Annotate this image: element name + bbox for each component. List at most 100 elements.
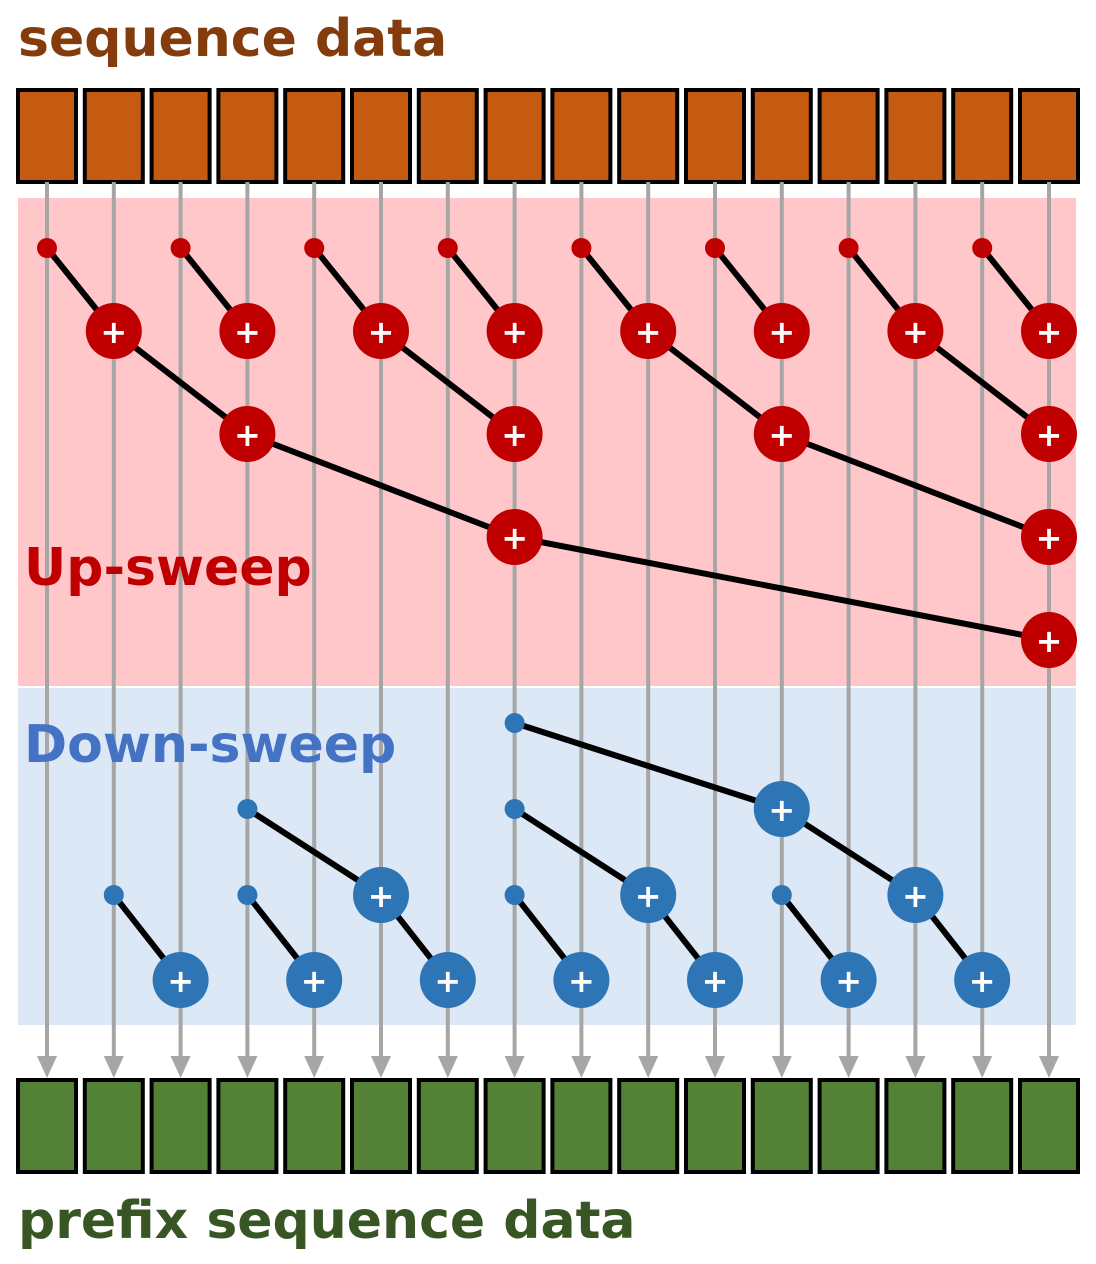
lane-arrowhead (838, 1056, 859, 1078)
lane-arrowhead (437, 1056, 458, 1078)
add-node-circle (1021, 303, 1077, 359)
input-cell (149, 88, 212, 184)
add-node-circle (820, 952, 877, 1008)
upsweep-add-node: + (753, 406, 810, 462)
output-cell (550, 1078, 613, 1174)
add-node-circle (887, 867, 944, 923)
add-node-circle (753, 303, 810, 359)
plus-symbol: + (368, 877, 395, 915)
lane-arrowhead (972, 1056, 993, 1078)
downsweep-source-dot (504, 885, 525, 905)
lane-arrowhead (37, 1056, 57, 1078)
lane-arrowhead (638, 1056, 659, 1078)
downsweep-add-node: + (152, 952, 209, 1008)
upsweep-source-dot (972, 238, 993, 258)
upsweep-source-dot (437, 238, 458, 258)
downsweep-add-node: + (353, 867, 409, 923)
input-cell (483, 88, 546, 184)
input-cell (684, 88, 746, 184)
lane-arrowhead (371, 1056, 391, 1078)
upsweep-source-dot (838, 238, 859, 258)
input-cell (216, 88, 279, 184)
downsweep-add-node: + (753, 781, 810, 837)
add-node-circle (219, 406, 276, 462)
operation-edge (913, 328, 1051, 437)
output-cell (82, 1078, 145, 1174)
plus-symbol: + (1036, 313, 1063, 351)
downsweep-add-node: + (887, 867, 944, 923)
add-node-circle (486, 406, 543, 462)
plus-symbol: + (969, 962, 996, 1000)
add-node-circle (1021, 406, 1077, 462)
output-cell (16, 1078, 78, 1174)
add-node-circle (1021, 612, 1077, 668)
operation-edge (514, 534, 1050, 643)
upsweep-add-node: + (486, 406, 543, 462)
operation-edge (379, 328, 517, 437)
upsweep-add-node: + (219, 406, 276, 462)
plus-symbol: + (568, 962, 595, 1000)
lane-arrowhead (1039, 1056, 1059, 1078)
add-node-circle (620, 303, 677, 359)
upsweep-source-dot (37, 238, 57, 258)
output-cell (750, 1078, 813, 1174)
input-cell (750, 88, 813, 184)
plus-symbol: + (768, 313, 795, 351)
upsweep-label: Up-sweep (24, 538, 312, 598)
upsweep-add-node: + (1021, 406, 1077, 462)
downsweep-add-node: + (954, 952, 1011, 1008)
plus-symbol: + (100, 313, 127, 351)
upsweep-add-node: + (85, 303, 142, 359)
output-cell (951, 1078, 1014, 1174)
add-node-circle (753, 406, 810, 462)
output-cell (817, 1078, 880, 1174)
upsweep-add-node: + (486, 303, 543, 359)
plus-symbol: + (768, 791, 795, 829)
plus-symbol: + (768, 416, 795, 454)
upsweep-region (18, 198, 1076, 686)
lane-lines (37, 182, 1059, 1078)
upsweep-source-dot (705, 238, 725, 258)
upsweep-source-dot (170, 238, 191, 258)
input-cell (416, 88, 479, 184)
input-cell (82, 88, 145, 184)
input-title: sequence data (18, 9, 447, 69)
plus-symbol: + (234, 416, 261, 454)
input-cell (1018, 88, 1080, 184)
plus-symbol: + (1036, 622, 1063, 660)
plus-symbol: + (1036, 519, 1063, 557)
add-node-circle (887, 303, 944, 359)
plus-symbol: + (501, 313, 528, 351)
operation-edge (780, 431, 1051, 540)
plus-symbol: + (1036, 416, 1063, 454)
add-node-circle (219, 303, 276, 359)
upsweep-add-node: + (219, 303, 276, 359)
input-cell (817, 88, 880, 184)
plus-symbol: + (368, 313, 395, 351)
downsweep-source-dot (103, 885, 124, 905)
output-cell (1018, 1078, 1080, 1174)
downsweep-add-node: + (620, 867, 677, 923)
upsweep-add-node: + (1021, 612, 1077, 668)
plus-symbol: + (835, 962, 862, 1000)
downsweep-source-dot (504, 713, 525, 733)
lane-arrowhead (504, 1056, 525, 1078)
operation-nodes: + + + + + + + + + + + + + + + + + + + + + + + + + + (37, 238, 1077, 1008)
downsweep-add-node: + (419, 952, 476, 1008)
upsweep-add-node: + (620, 303, 677, 359)
plus-symbol: + (635, 877, 662, 915)
plus-symbol: + (501, 519, 528, 557)
add-node-circle (1021, 509, 1077, 565)
upsweep-add-node: + (887, 303, 944, 359)
add-node-circle (620, 867, 677, 923)
output-cell (416, 1078, 479, 1174)
output-title: prefix sequence data (18, 1191, 636, 1251)
add-node-circle (687, 952, 743, 1008)
upsweep-add-node: + (486, 509, 543, 565)
lane-arrowhead (237, 1056, 258, 1078)
output-cell (149, 1078, 212, 1174)
downsweep-source-dot (237, 885, 258, 905)
add-node-circle (85, 303, 142, 359)
lane-arrowhead (103, 1056, 124, 1078)
input-cell (350, 88, 412, 184)
